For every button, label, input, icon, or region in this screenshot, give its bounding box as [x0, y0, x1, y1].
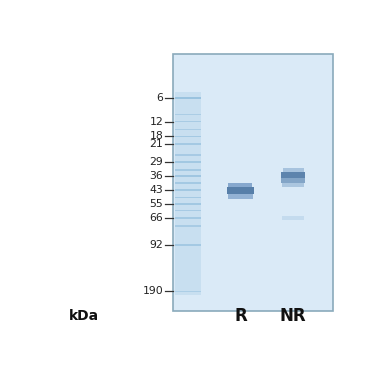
Bar — [175, 291, 201, 292]
Bar — [227, 187, 254, 194]
Bar — [281, 177, 305, 183]
Bar — [175, 154, 201, 156]
Text: 92: 92 — [149, 240, 163, 250]
Bar — [175, 129, 201, 130]
Bar — [175, 161, 201, 163]
Text: NR: NR — [280, 308, 306, 326]
Bar — [175, 143, 201, 145]
Bar — [175, 244, 201, 246]
Text: 43: 43 — [149, 185, 163, 195]
Bar — [175, 92, 201, 295]
Text: 190: 190 — [142, 286, 163, 296]
Bar — [282, 216, 304, 220]
Text: kDa: kDa — [69, 309, 99, 323]
Bar — [175, 169, 201, 171]
Bar — [175, 97, 201, 99]
Bar — [175, 197, 201, 198]
Bar — [175, 189, 201, 191]
Bar — [175, 114, 201, 116]
Bar — [228, 194, 253, 199]
Text: R: R — [234, 308, 247, 326]
Bar — [175, 217, 201, 219]
Bar — [175, 121, 201, 122]
Bar — [283, 168, 304, 172]
Text: 29: 29 — [149, 157, 163, 167]
Bar — [175, 175, 201, 177]
Bar — [175, 136, 201, 137]
Text: 36: 36 — [149, 171, 163, 181]
Text: 66: 66 — [149, 213, 163, 223]
Bar — [175, 182, 201, 184]
Bar — [175, 203, 201, 205]
Text: 6: 6 — [156, 93, 163, 103]
Text: 18: 18 — [149, 131, 163, 141]
Text: 55: 55 — [149, 199, 163, 209]
Text: 21: 21 — [149, 139, 163, 149]
Bar — [228, 183, 252, 187]
Bar — [281, 172, 305, 178]
Bar — [175, 210, 201, 211]
Bar — [282, 183, 304, 187]
Bar — [173, 54, 333, 310]
Bar — [175, 225, 201, 226]
Text: 12: 12 — [149, 117, 163, 127]
